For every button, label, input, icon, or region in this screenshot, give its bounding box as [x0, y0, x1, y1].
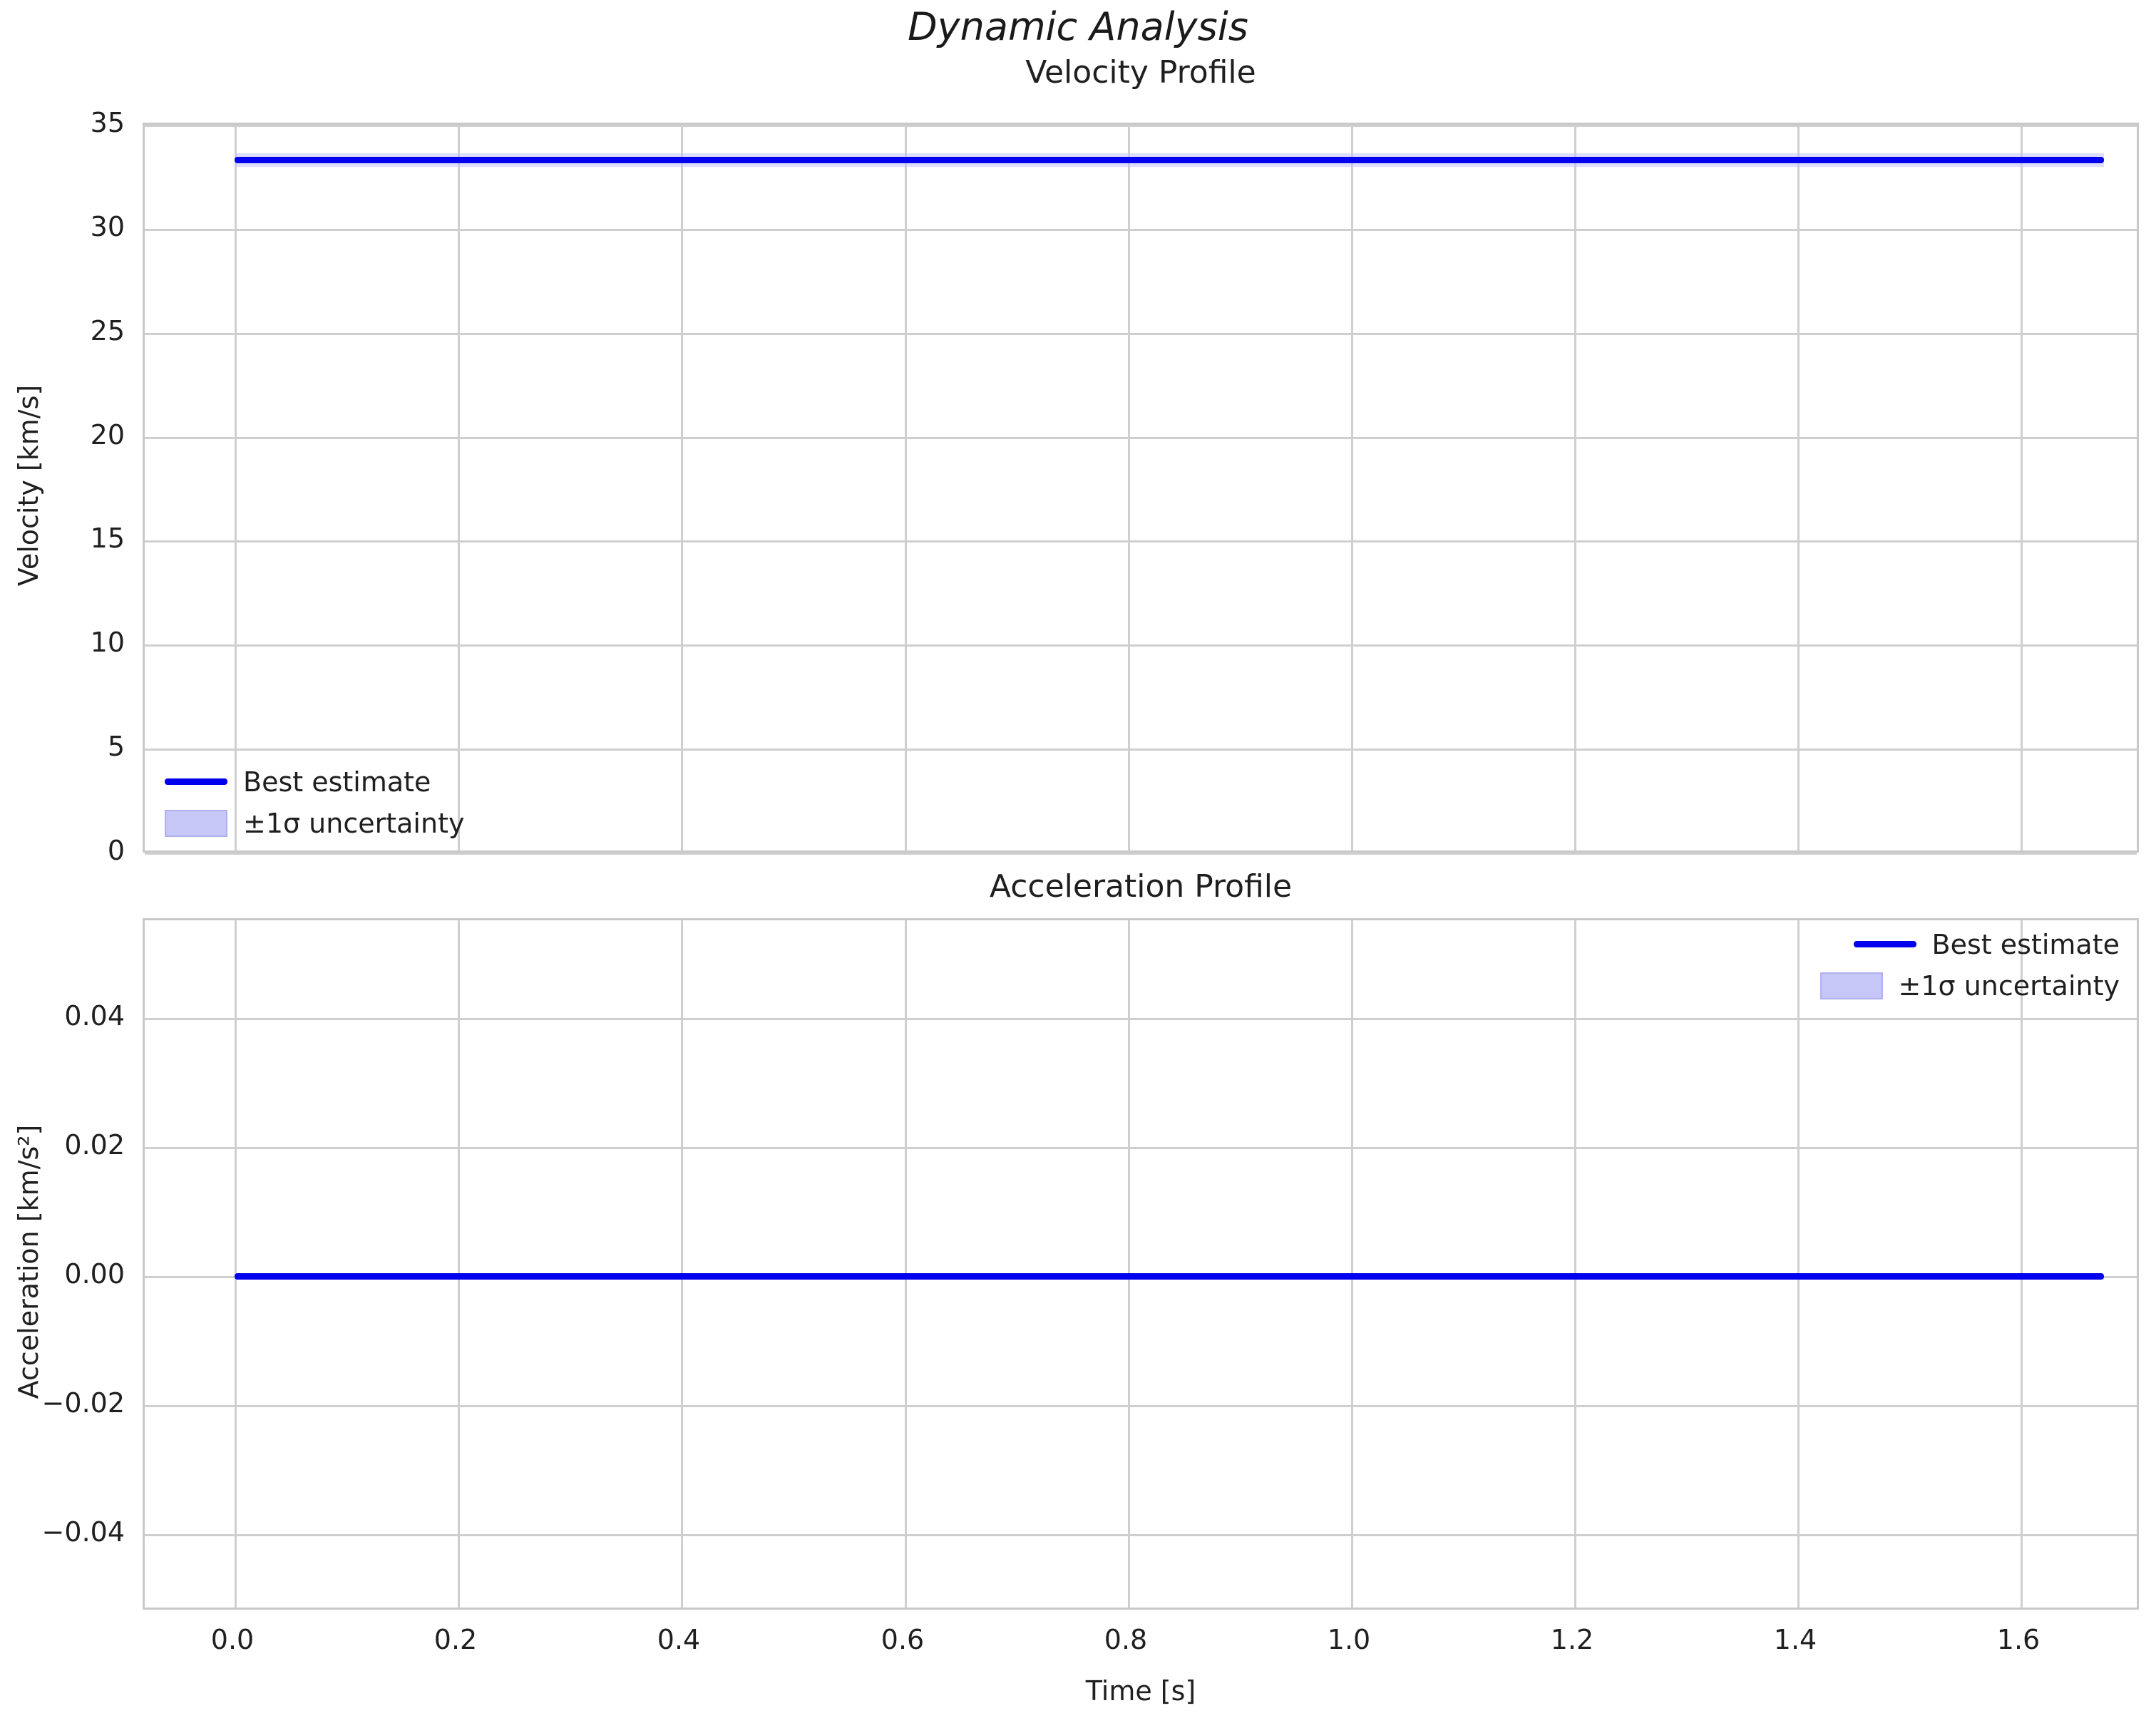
velocity-gridline-y-0 — [145, 853, 2137, 855]
acceleration-gridline-x-0.6 — [905, 920, 907, 1608]
velocity-gridline-y-30 — [145, 229, 2137, 231]
acceleration-gridline-x-1.2 — [1574, 920, 1576, 1608]
velocity-ytick-10: 10 — [90, 627, 125, 658]
acceleration-gridline-x-1.0 — [1351, 920, 1353, 1608]
velocity-axes-title: Velocity Profile — [1025, 54, 1256, 91]
velocity-ytick-15: 15 — [90, 523, 125, 554]
acceleration-ytick-0.00: 0.00 — [64, 1258, 125, 1290]
acceleration-ytick-0.04: 0.04 — [64, 1000, 125, 1032]
velocity-legend-label-best-estimate: Best estimate — [243, 766, 431, 798]
acceleration-gridline-x-0.4 — [681, 920, 683, 1608]
acceleration-ytick--0.02: −0.02 — [41, 1387, 125, 1419]
velocity-ytick-30: 30 — [90, 211, 125, 242]
velocity-legend[interactable]: Best estimate ±1σ uncertainty — [158, 762, 471, 843]
acceleration-xtick-0.0: 0.0 — [210, 1624, 255, 1655]
acceleration-gridline-y-0.02 — [145, 1147, 2137, 1149]
legend-patch-swatch-icon — [165, 809, 227, 838]
velocity-ytick-20: 20 — [90, 419, 125, 451]
acceleration-xtick-1.4: 1.4 — [1773, 1624, 1817, 1655]
velocity-gridline-x-1.6 — [2021, 125, 2023, 850]
velocity-gridline-x-1.0 — [1351, 125, 1353, 850]
acceleration-xtick-0.2: 0.2 — [433, 1624, 478, 1655]
acceleration-legend[interactable]: Best estimate ±1σ uncertainty — [1813, 925, 2127, 1006]
acceleration-best-estimate-line — [235, 1273, 2104, 1280]
velocity-legend-label-uncertainty: ±1σ uncertainty — [243, 808, 465, 839]
acceleration-xtick-0.4: 0.4 — [657, 1624, 701, 1655]
velocity-legend-item-uncertainty[interactable]: ±1σ uncertainty — [165, 808, 464, 839]
acceleration-gridline-x-0.0 — [235, 920, 237, 1608]
velocity-gridline-x-0.6 — [905, 125, 907, 850]
acceleration-gridline-x-0.2 — [458, 920, 460, 1608]
velocity-ylabel: Velocity [km/s] — [13, 384, 44, 587]
velocity-gridline-x-0.0 — [235, 125, 237, 850]
velocity-gridline-y-25 — [145, 333, 2137, 335]
velocity-gridline-y-20 — [145, 437, 2137, 439]
velocity-ytick-5: 5 — [107, 731, 125, 762]
velocity-best-estimate-line — [235, 157, 2104, 163]
velocity-gridline-y-10 — [145, 644, 2137, 647]
legend-patch-swatch-icon — [1819, 972, 1883, 1000]
acceleration-gridline-y-0.04 — [145, 1018, 2137, 1020]
acceleration-legend-label-uncertainty: ±1σ uncertainty — [1898, 970, 2120, 1002]
velocity-gridline-x-1.4 — [1797, 125, 1800, 850]
acceleration-gridline-x-0.8 — [1128, 920, 1130, 1608]
acceleration-axes-title: Acceleration Profile — [989, 868, 1293, 905]
velocity-ytick-25: 25 — [90, 315, 125, 346]
velocity-gridline-x-0.2 — [458, 125, 460, 850]
acceleration-xtick-0.8: 0.8 — [1104, 1624, 1148, 1655]
velocity-legend-item-best-estimate[interactable]: Best estimate — [165, 766, 464, 798]
velocity-ytick-35: 35 — [90, 107, 125, 138]
legend-line-swatch-icon — [1853, 930, 1916, 959]
velocity-gridline-x-1.2 — [1574, 125, 1576, 850]
velocity-ytick-0: 0 — [107, 835, 125, 866]
velocity-gridline-y-35 — [145, 125, 2137, 127]
velocity-gridline-x-0.8 — [1128, 125, 1130, 850]
acceleration-plot-area: Best estimate ±1σ uncertainty — [143, 918, 2139, 1610]
acceleration-xtick-1.0: 1.0 — [1327, 1624, 1371, 1655]
acceleration-xtick-0.6: 0.6 — [881, 1624, 925, 1655]
acceleration-legend-label-best-estimate: Best estimate — [1931, 929, 2120, 960]
acceleration-gridline-y--0.04 — [145, 1534, 2137, 1536]
acceleration-xtick-1.6: 1.6 — [1996, 1624, 2040, 1655]
acceleration-xlabel: Time [s] — [1085, 1675, 1196, 1707]
velocity-gridline-y-15 — [145, 540, 2137, 542]
figure-suptitle: Dynamic Analysis — [908, 4, 1248, 49]
acceleration-gridline-y--0.02 — [145, 1405, 2137, 1407]
acceleration-xtick-1.2: 1.2 — [1550, 1624, 1594, 1655]
acceleration-ytick--0.04: −0.04 — [41, 1516, 125, 1548]
velocity-gridline-y-5 — [145, 749, 2137, 751]
velocity-plot-area: Best estimate ±1σ uncertainty — [143, 123, 2139, 855]
acceleration-legend-item-best-estimate[interactable]: Best estimate — [1853, 929, 2120, 960]
acceleration-ylabel: Acceleration [km/s²] — [13, 1124, 44, 1399]
velocity-gridline-x-0.4 — [681, 125, 683, 850]
acceleration-legend-item-uncertainty[interactable]: ±1σ uncertainty — [1819, 970, 2120, 1002]
legend-line-swatch-icon — [165, 768, 227, 796]
acceleration-gridline-x-1.4 — [1797, 920, 1800, 1608]
acceleration-gridline-x-1.6 — [2021, 920, 2023, 1608]
acceleration-ytick-0.02: 0.02 — [64, 1129, 125, 1161]
